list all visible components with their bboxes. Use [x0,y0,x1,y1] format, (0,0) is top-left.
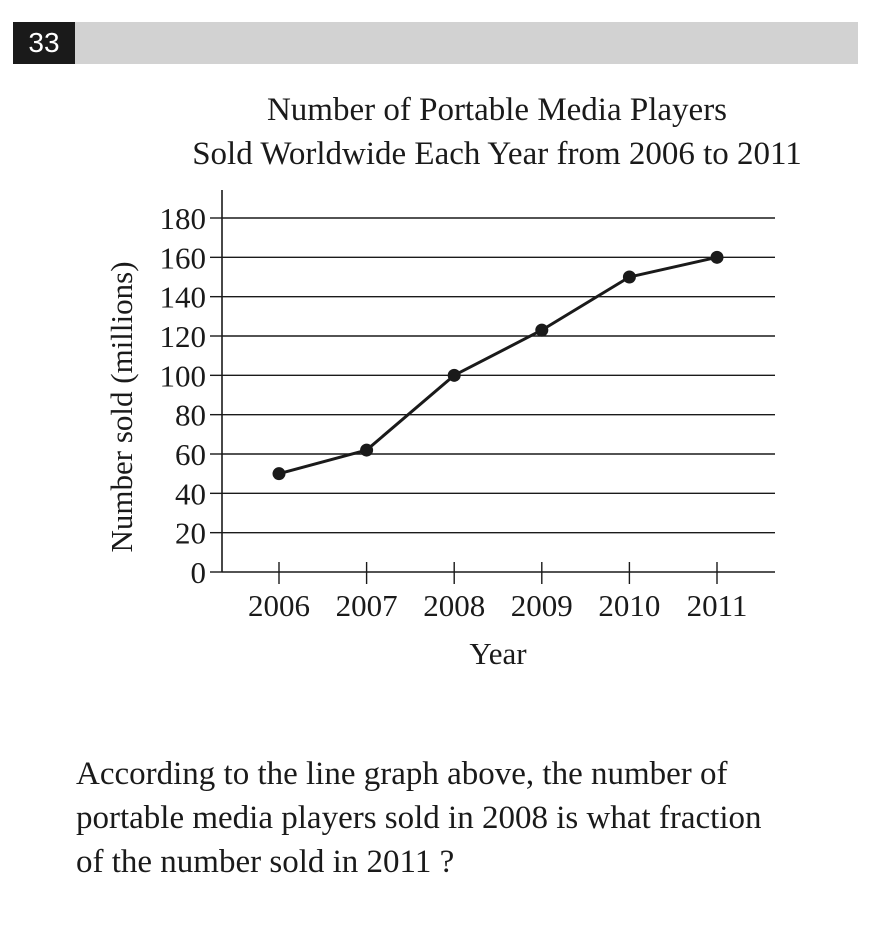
x-tick-label-2009: 2009 [511,588,573,623]
x-tick-label-2007: 2007 [336,588,398,623]
y-tick-label-20: 20 [175,516,206,551]
y-tick-label-120: 120 [160,319,207,354]
y-tick-label-0: 0 [191,555,207,590]
y-tick-label-100: 100 [160,358,207,393]
series-line [278,255,718,476]
data-point-2007 [360,443,374,457]
chart-title: Number of Portable Media Players [266,92,728,128]
chart-subtitle: Sold Worldwide Each Year from 2006 to 20… [192,136,802,172]
line-chart: Number of Portable Media Players Sold Wo… [0,80,874,680]
question-text: According to the line graph above, the n… [76,752,856,884]
y-tick-label-140: 140 [160,280,207,315]
y-tick-label-60: 60 [175,437,206,472]
x-tick-label-2011: 2011 [687,588,748,623]
y-tick-label-160: 160 [160,240,207,275]
question-number: 33 [13,22,75,64]
question-line-3: of the number sold in 2011 ? [76,844,455,880]
data-point-2006 [272,467,286,481]
data-point-2010 [622,270,636,284]
data-point-2011 [710,250,724,264]
question-line-2: portable media players sold in 2008 is w… [76,800,762,836]
y-tick-label-180: 180 [160,201,207,236]
x-tick-label-2006: 2006 [248,588,310,623]
chart-svg: 0 20 40 60 80 100 120 140 160 180 2006 2007 2008 2009… [104,190,775,671]
question-line-1: According to the line graph above, the n… [76,756,728,792]
x-tick-label-2010: 2010 [598,588,660,623]
x-axis-title: Year [469,636,527,671]
x-tick-label-2008: 2008 [423,588,485,623]
y-tick-label-40: 40 [175,476,206,511]
y-axis-title: Number sold (millions) [104,261,139,552]
question-header-bar: 33 [13,22,858,64]
y-tick-label-80: 80 [175,398,206,433]
data-point-2008 [447,368,461,382]
data-point-2009 [535,323,549,337]
